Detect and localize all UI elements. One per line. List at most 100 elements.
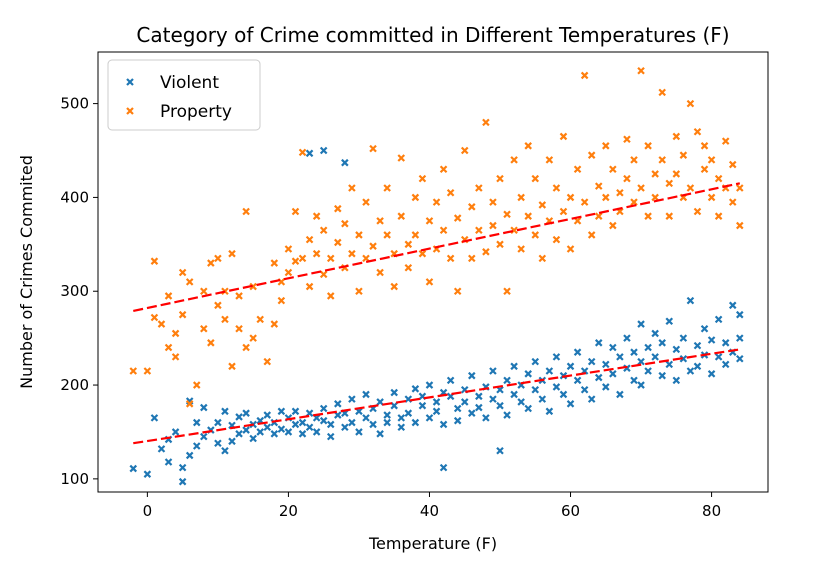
property-point xyxy=(439,165,448,174)
violent-point xyxy=(510,362,518,371)
property-point xyxy=(559,132,568,141)
property-point xyxy=(693,127,702,136)
violent-point xyxy=(277,407,286,416)
property-point xyxy=(573,165,582,174)
property-point xyxy=(157,320,166,328)
violent-point xyxy=(665,317,674,326)
violent-point xyxy=(482,414,490,422)
property-point xyxy=(644,142,652,150)
property-point xyxy=(383,231,391,239)
y-tick-label: 100 xyxy=(60,470,89,488)
y-tick-label: 400 xyxy=(60,188,89,206)
property-point xyxy=(312,249,321,258)
property-point xyxy=(609,165,617,174)
violent-point xyxy=(397,414,406,422)
property-point xyxy=(728,160,737,169)
violent-point xyxy=(609,343,617,352)
violent-point xyxy=(178,463,187,472)
violent-point xyxy=(432,407,441,416)
plot-area: 0 20 40 60 80 100 200 300 400 500 xyxy=(60,51,769,520)
violent-point xyxy=(736,310,744,319)
violent-point xyxy=(348,418,356,427)
property-point xyxy=(609,221,617,230)
property-point xyxy=(531,231,540,239)
violent-point xyxy=(150,414,159,422)
legend-label-property: Property xyxy=(160,102,232,122)
violent-point xyxy=(129,464,138,473)
violent-point xyxy=(587,357,596,366)
violent-point xyxy=(510,390,518,399)
property-point xyxy=(228,362,236,371)
property-point xyxy=(602,142,610,150)
violent-point xyxy=(383,418,391,427)
property-point xyxy=(178,310,187,319)
violent-point xyxy=(644,343,652,352)
property-point xyxy=(228,249,236,258)
property-point xyxy=(383,184,391,192)
violent-point xyxy=(707,336,716,344)
property-point xyxy=(517,193,525,202)
violent-point xyxy=(517,398,525,406)
property-point xyxy=(425,278,434,286)
violent-point xyxy=(362,414,370,422)
y-tick-label: 500 xyxy=(60,95,89,113)
x-axis-ticks: 0 20 40 60 80 xyxy=(143,492,721,520)
y-axis-label: Number of Crimes Commited xyxy=(17,155,36,389)
violent-point xyxy=(228,437,236,446)
property-point xyxy=(672,170,681,178)
property-point xyxy=(686,184,695,192)
property-point xyxy=(376,217,384,225)
legend-marker-violent xyxy=(126,78,134,86)
property-point xyxy=(319,226,328,235)
violent-point xyxy=(319,416,328,425)
property-point xyxy=(637,66,645,75)
violent-point xyxy=(736,355,744,363)
violent-point xyxy=(319,146,328,155)
violent-point xyxy=(192,442,201,450)
x-axis-label: Temperature (F) xyxy=(368,534,497,553)
violent-point xyxy=(235,413,243,421)
property-point xyxy=(348,249,356,258)
violent-point xyxy=(171,428,180,436)
violent-point xyxy=(312,428,321,436)
violent-trend-line xyxy=(133,348,740,445)
trend-lines xyxy=(133,182,741,445)
violent-point xyxy=(693,341,702,350)
violent-point xyxy=(341,423,349,432)
property-point xyxy=(235,324,243,333)
property-point xyxy=(432,198,441,206)
property-point xyxy=(305,235,314,244)
violent-point xyxy=(453,404,462,413)
property-point xyxy=(362,198,370,206)
violent-point xyxy=(573,376,582,385)
property-point xyxy=(460,146,469,155)
violent-point xyxy=(468,409,476,417)
violent-point xyxy=(616,353,624,361)
property-point xyxy=(552,184,561,192)
violent-point xyxy=(143,470,152,478)
property-point xyxy=(559,207,568,216)
violent-point xyxy=(609,370,617,378)
violent-point xyxy=(291,420,300,429)
property-point xyxy=(376,268,384,277)
property-point xyxy=(714,174,723,183)
violent-point xyxy=(284,428,293,436)
violent-point xyxy=(390,388,398,397)
violent-point xyxy=(721,360,730,369)
property-point xyxy=(270,320,279,328)
property-point xyxy=(404,264,413,272)
violent-point xyxy=(594,339,603,347)
property-point xyxy=(326,254,335,263)
violent-point xyxy=(721,339,730,347)
property-point xyxy=(616,188,624,197)
violent-point xyxy=(545,407,554,416)
violent-point xyxy=(566,400,575,408)
violent-point xyxy=(531,385,540,394)
violent-point xyxy=(453,416,462,425)
property-point xyxy=(489,198,497,206)
violent-point xyxy=(376,398,384,406)
property-point xyxy=(475,184,483,192)
property-point xyxy=(214,301,222,310)
violent-point xyxy=(334,400,342,408)
